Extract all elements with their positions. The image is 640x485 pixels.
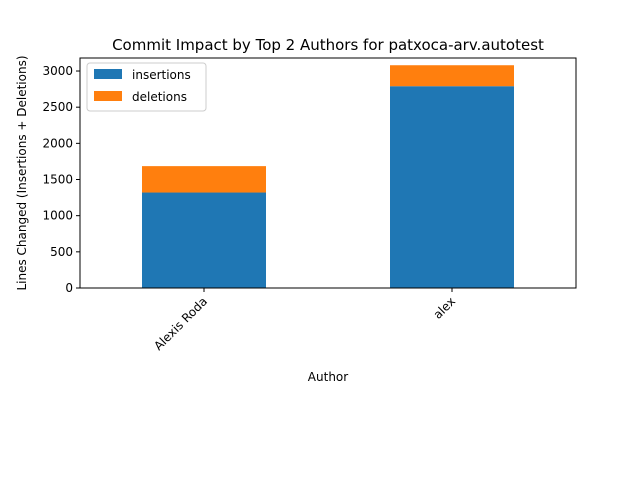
y-axis-ticks: 0 500 1000 1500 2000 2500 3000 bbox=[42, 64, 80, 295]
legend-swatch-deletions bbox=[94, 91, 122, 101]
legend: insertions deletions bbox=[86, 62, 207, 112]
y-tick-label: 3000 bbox=[42, 64, 73, 78]
bar-deletions-0 bbox=[142, 166, 266, 193]
bars-layer bbox=[142, 65, 514, 288]
plot-frame bbox=[79, 57, 577, 289]
y-axis-label: Lines Changed (Insertions + Deletions) bbox=[15, 55, 29, 290]
x-axis-label: Author bbox=[308, 370, 348, 384]
y-tick-label: 2500 bbox=[42, 100, 73, 114]
bar-insertions-1 bbox=[390, 86, 514, 288]
legend-label-deletions: deletions bbox=[132, 90, 187, 104]
chart-title: Commit Impact by Top 2 Authors for patxo… bbox=[112, 36, 544, 54]
y-tick-label: 0 bbox=[65, 281, 73, 295]
legend-label-insertions: insertions bbox=[132, 68, 191, 82]
legend-items: insertions deletions bbox=[94, 68, 191, 104]
y-tick-label: 2000 bbox=[42, 136, 73, 150]
y-tick-label: 1500 bbox=[42, 173, 73, 187]
bar-insertions-0 bbox=[142, 192, 266, 288]
y-tick-label: 1000 bbox=[42, 209, 73, 223]
bar-deletions-1 bbox=[390, 65, 514, 87]
legend-swatch-insertions bbox=[94, 69, 122, 79]
y-tick-label: 500 bbox=[50, 245, 73, 259]
